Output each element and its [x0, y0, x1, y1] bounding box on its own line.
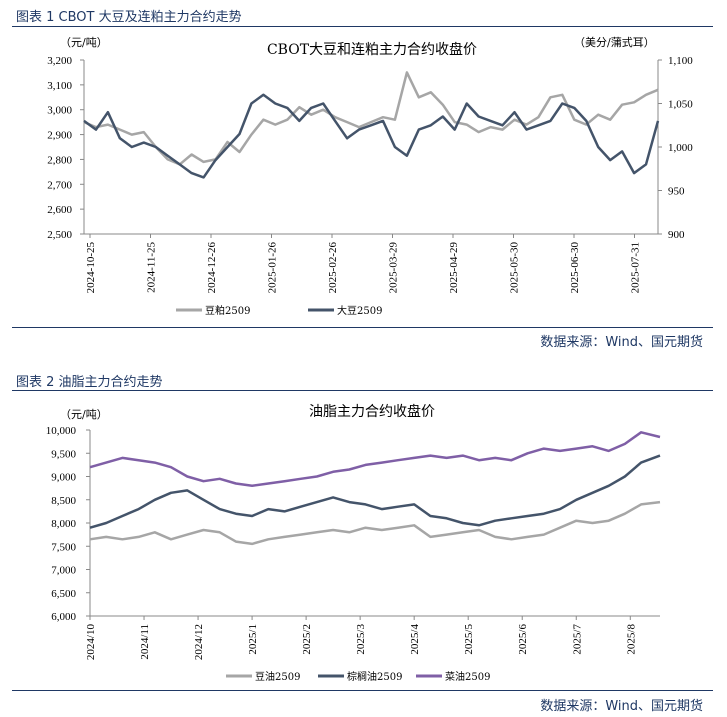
chart1-legend-label: 大豆2509	[337, 304, 382, 317]
chart1-title: CBOT大豆和连粕主力合约收盘价	[267, 41, 477, 58]
chart2-series-line-rapeseed	[89, 431, 661, 488]
chart1-left-tick-label: 2,700	[47, 179, 72, 191]
chart1-x-tick-label: 2025-07-31	[630, 242, 642, 293]
chart1-x-tick-label: 2025-01-26	[267, 242, 279, 294]
chart2-x-tick-label: 2025/5	[463, 624, 475, 655]
chart2-x-tick-label: 2025/2	[301, 624, 313, 655]
chart1-x-tick-label: 2025-06-30	[569, 242, 581, 294]
chart1-left-tick-label: 2,800	[47, 154, 72, 166]
chart2-y-tick-label: 8,500	[51, 495, 76, 507]
chart1-series-line-soybean	[83, 93, 660, 179]
chart2-legend-label: 棕榈油2509	[347, 670, 402, 683]
chart2-x-tick-label: 2024/11	[139, 624, 151, 660]
chart2-x-tick-label: 2025/4	[409, 624, 421, 655]
chart1-x-tick-label: 2025-02-26	[327, 242, 339, 294]
chart2-y-tick-label: 8,000	[51, 518, 76, 530]
chart1-left-unit: （元/吨）	[60, 36, 108, 49]
chart1-x-tick-label: 2025-03-29	[388, 242, 400, 294]
chart1-right-tick-label: 1,000	[668, 142, 693, 154]
chart1-left-tick-label: 3,100	[47, 80, 72, 92]
chart1-right-tick-label: 1,050	[668, 99, 693, 111]
chart2-title: 油脂主力合约收盘价	[309, 403, 435, 420]
chart1-legend-label: 豆粕2509	[205, 304, 250, 317]
chart1-left-tick-label: 3,000	[47, 105, 72, 117]
chart2-y-tick-label: 9,000	[51, 472, 76, 484]
chart2-unit: （元/吨）	[60, 408, 108, 421]
chart1-right-tick-label: 1,100	[668, 55, 693, 67]
chart2-x-tick-label: 2025/3	[355, 624, 367, 655]
chart1-left-tick-label: 2,600	[47, 204, 72, 216]
chart2-y-tick-label: 6,500	[51, 588, 76, 600]
chart1-right-tick-label: 900	[668, 229, 685, 241]
chart2-x-tick-label: 2025/6	[517, 624, 529, 655]
chart2-legend-label: 菜油2509	[445, 670, 490, 683]
chart1-x-tick-label: 2024-10-25	[85, 242, 97, 294]
chart1-left-tick-label: 3,200	[47, 55, 72, 67]
chart2-x-tick-label: 2025/7	[571, 624, 583, 655]
chart2-y-tick-label: 7,500	[51, 541, 76, 553]
chart1-series-line-soymeal	[83, 71, 659, 166]
chart1-x-tick-label: 2025-05-30	[509, 242, 521, 294]
chart2-series-line-palm	[89, 454, 661, 529]
chart2-series-line-soyoil	[89, 500, 661, 546]
figure1-bottom-rule	[12, 327, 713, 328]
chart1-left-tick-label: 2,900	[47, 130, 72, 142]
figure1-title: 图表 1 CBOT 大豆及连粕主力合约走势	[16, 10, 242, 25]
chart1-right-unit: （美分/蒲式耳）	[574, 35, 655, 49]
chart2-x-tick-label: 2024/10	[85, 624, 97, 661]
chart-soybean-meal: CBOT大豆和连粕主力合约收盘价 （元/吨） （美分/蒲式耳） 2,500 2,6…	[47, 35, 693, 317]
chart1-x-tick-label: 2024-12-26	[206, 242, 218, 294]
chart1-left-tick-label: 2,500	[47, 229, 72, 241]
figure2-title: 图表 2 油脂主力合约走势	[16, 375, 163, 390]
figure2-bottom-rule	[12, 690, 713, 691]
chart1-x-tick-label: 2025-04-29	[448, 242, 460, 294]
figure2-top-rule	[12, 390, 713, 391]
chart1-right-tick-label: 950	[668, 186, 685, 198]
chart2-y-tick-label: 9,500	[51, 448, 76, 460]
figure1-top-rule	[12, 26, 713, 27]
chart2-y-tick-label: 10,000	[46, 425, 77, 437]
figure2-source: 数据来源：Wind、国元期货	[540, 699, 703, 714]
chart2-x-tick-label: 2024/12	[193, 624, 205, 660]
chart2-y-tick-label: 7,000	[51, 565, 76, 577]
chart2-x-tick-label: 2025/8	[625, 624, 637, 655]
figure1-source: 数据来源：Wind、国元期货	[540, 335, 703, 350]
chart-edible-oils: 油脂主力合约收盘价 （元/吨） 6,000 6,500 7,000 7,500 8,00…	[46, 403, 661, 683]
chart1-x-tick-label: 2024-11-25	[146, 242, 158, 293]
chart2-legend-label: 豆油2509	[255, 670, 300, 683]
chart2-x-tick-label: 2025/1	[247, 624, 259, 655]
chart2-y-tick-label: 6,000	[51, 611, 76, 623]
